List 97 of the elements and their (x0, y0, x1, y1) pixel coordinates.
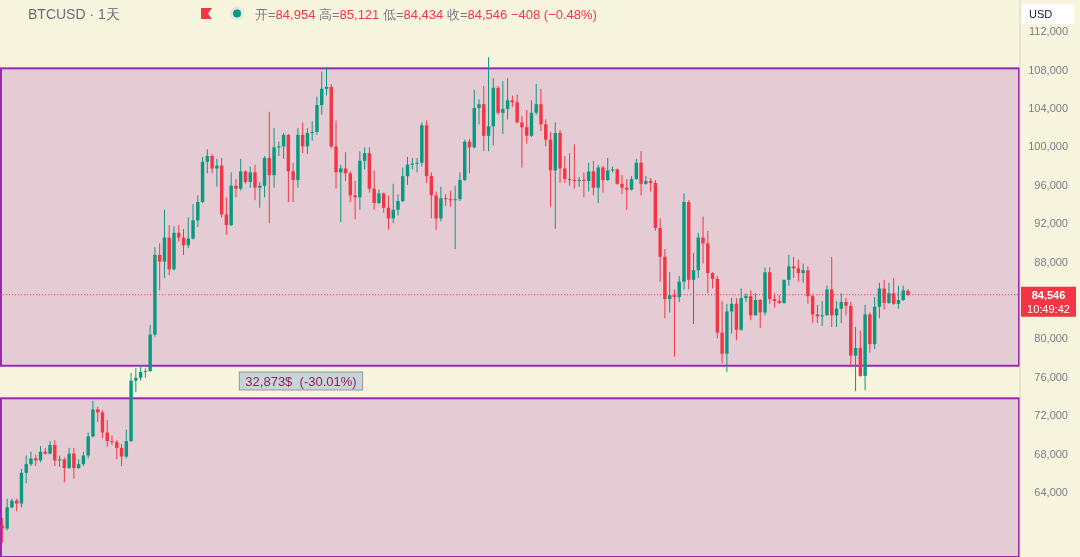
candlestick (248, 166, 252, 189)
candlestick (796, 259, 801, 283)
y-tick-label: 88,000 (1034, 255, 1068, 268)
candlestick (396, 193, 400, 217)
candlestick (787, 254, 791, 287)
y-tick-label: 72,000 (1034, 409, 1068, 422)
candlestick (596, 164, 600, 204)
candlestick (210, 153, 214, 174)
candlestick (110, 434, 114, 446)
candlestick (691, 252, 696, 325)
candlestick (601, 165, 605, 193)
candlestick (443, 193, 448, 207)
candlestick (86, 431, 90, 459)
candlestick (720, 300, 724, 364)
y-tick-label: 100,000 (1028, 140, 1068, 153)
candlestick (5, 498, 9, 531)
candlestick (310, 120, 314, 142)
candlestick (134, 367, 138, 393)
candlestick (501, 80, 505, 135)
candlestick (801, 263, 805, 284)
ref-line-label: 84,546 (1031, 288, 1066, 301)
y-tick-label: 92,000 (1034, 217, 1068, 230)
y-tick-label: 68,000 (1034, 447, 1068, 460)
candlestick (591, 160, 596, 196)
candlestick (143, 367, 148, 379)
candlestick (524, 109, 529, 145)
candlestick (62, 456, 67, 483)
candlestick (515, 94, 519, 124)
candlestick (339, 164, 343, 223)
y-tick-label: 76,000 (1034, 370, 1068, 383)
candlestick (505, 77, 510, 121)
candlestick (639, 150, 643, 196)
candlestick (839, 292, 843, 324)
candlestick (667, 271, 672, 313)
candlestick (620, 174, 624, 195)
candlestick (205, 148, 210, 174)
candlestick (362, 146, 367, 170)
candlestick (577, 176, 581, 188)
range-label: 32,873$ (-30.01%) (238, 371, 364, 391)
candlestick (105, 419, 109, 448)
candlestick (486, 56, 491, 152)
candlestick (415, 157, 419, 173)
candlestick (191, 203, 195, 241)
y-tick-label: 104,000 (1028, 102, 1068, 114)
annotation: 32,873$ (-30.01%) (245, 373, 357, 389)
candlestick (234, 178, 238, 198)
candlestick (539, 88, 543, 132)
candlestick (291, 162, 295, 203)
candlestick (458, 171, 462, 202)
candlestick (534, 83, 538, 116)
candlestick (253, 164, 257, 201)
candlestick (277, 141, 281, 157)
candlestick (448, 190, 453, 208)
candlestick (115, 439, 119, 460)
candlestick (453, 185, 457, 250)
candlestick (563, 155, 567, 184)
candlestick (572, 143, 577, 190)
candlestick (353, 180, 357, 220)
candlestick (439, 186, 443, 222)
candlestick (744, 292, 748, 303)
candlestick (853, 326, 858, 392)
currency: USD (1022, 4, 1074, 24)
y-tick-label: 64,000 (1034, 486, 1068, 499)
candlestick (520, 115, 524, 169)
candlestick (582, 171, 586, 198)
y-tick-label: 80,000 (1034, 332, 1068, 345)
candlestick (887, 282, 891, 305)
candlestick (844, 297, 848, 316)
candlestick (567, 152, 572, 187)
candlestick (896, 285, 901, 310)
candlestick (586, 162, 591, 193)
subtitle: 开=84,954 高=85,121 低=84,434 收=84,546 −408 (−0.48%) (255, 6, 597, 22)
candlestick (157, 242, 162, 291)
candlestick (605, 157, 610, 182)
candlestick (782, 279, 786, 305)
candlestick (343, 151, 348, 182)
title: BTCUSD · 1天 (28, 6, 120, 22)
y-tick-label: 96,000 (1034, 178, 1068, 191)
candlestick (477, 98, 481, 125)
candlestick (544, 119, 548, 147)
candlestick (677, 275, 681, 303)
candlestick (72, 447, 76, 480)
y-tick-label: 112,000 (1029, 25, 1068, 38)
y-tick-label: 108,000 (1028, 63, 1068, 76)
candlestick (53, 439, 57, 467)
y-axis-title: USD (1029, 8, 1053, 20)
candlestick (29, 451, 33, 467)
candlestick (238, 158, 243, 192)
candlestick (381, 191, 386, 214)
candlestick (729, 297, 734, 335)
candlestick (434, 191, 438, 231)
candlestick (67, 447, 71, 470)
candlestick (372, 169, 376, 211)
candlestick (196, 194, 200, 228)
candlestick (701, 215, 705, 265)
candlestick (820, 300, 824, 327)
candlestick (24, 455, 28, 484)
